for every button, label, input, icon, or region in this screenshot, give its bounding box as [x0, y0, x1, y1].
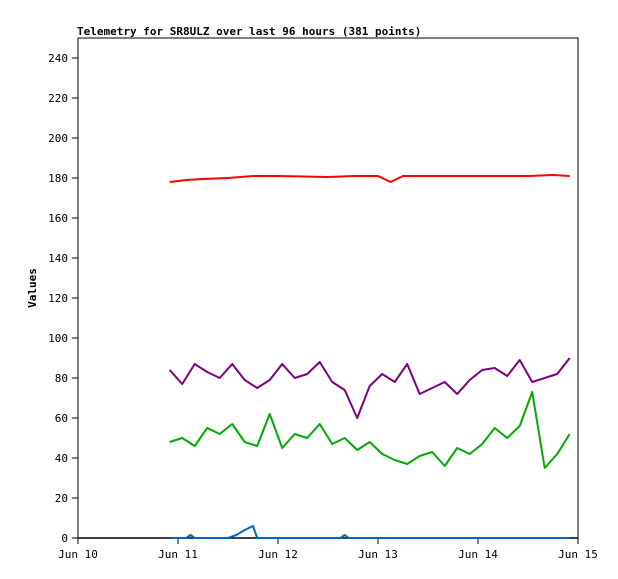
y-tick-label: 160 — [48, 212, 68, 225]
x-tick-label: Jun 11 — [158, 548, 198, 561]
y-tick-label: 200 — [48, 132, 68, 145]
y-tick-label: 140 — [48, 252, 68, 265]
x-tick-label: Jun 15 — [558, 548, 598, 561]
series-line-2 — [168, 357, 571, 419]
series-line-1 — [169, 174, 570, 183]
y-tick-label: 100 — [48, 332, 68, 345]
x-tick-label: Jun 12 — [258, 548, 298, 561]
x-tick-label: Jun 10 — [58, 548, 98, 561]
x-tick-label: Jun 13 — [358, 548, 398, 561]
y-tick-label: 60 — [55, 412, 68, 425]
chart-title: Telemetry for SR8ULZ over last 96 hours … — [77, 25, 421, 38]
y-tick-label: 240 — [48, 52, 68, 65]
y-tick-label: 40 — [55, 452, 68, 465]
series-group — [168, 174, 571, 539]
series-line-4 — [169, 525, 570, 539]
plot-area — [77, 37, 579, 539]
y-tick-label: 180 — [48, 172, 68, 185]
x-axis-ticks: Jun 10 Jun 11 Jun 12 Jun 13 Jun 14 Jun 15 — [58, 538, 598, 561]
y-axis-label: Values — [26, 268, 39, 308]
y-tick-label: 0 — [61, 532, 68, 545]
y-tick-label: 220 — [48, 92, 68, 105]
y-tick-label: 20 — [55, 492, 68, 505]
y-axis-ticks: 0 20 40 60 80 100 120 140 160 180 200 220 240 — [48, 52, 78, 545]
x-tick-label: Jun 14 — [458, 548, 498, 561]
y-tick-label: 80 — [55, 372, 68, 385]
series-line-3 — [169, 391, 571, 469]
y-tick-label: 120 — [48, 292, 68, 305]
